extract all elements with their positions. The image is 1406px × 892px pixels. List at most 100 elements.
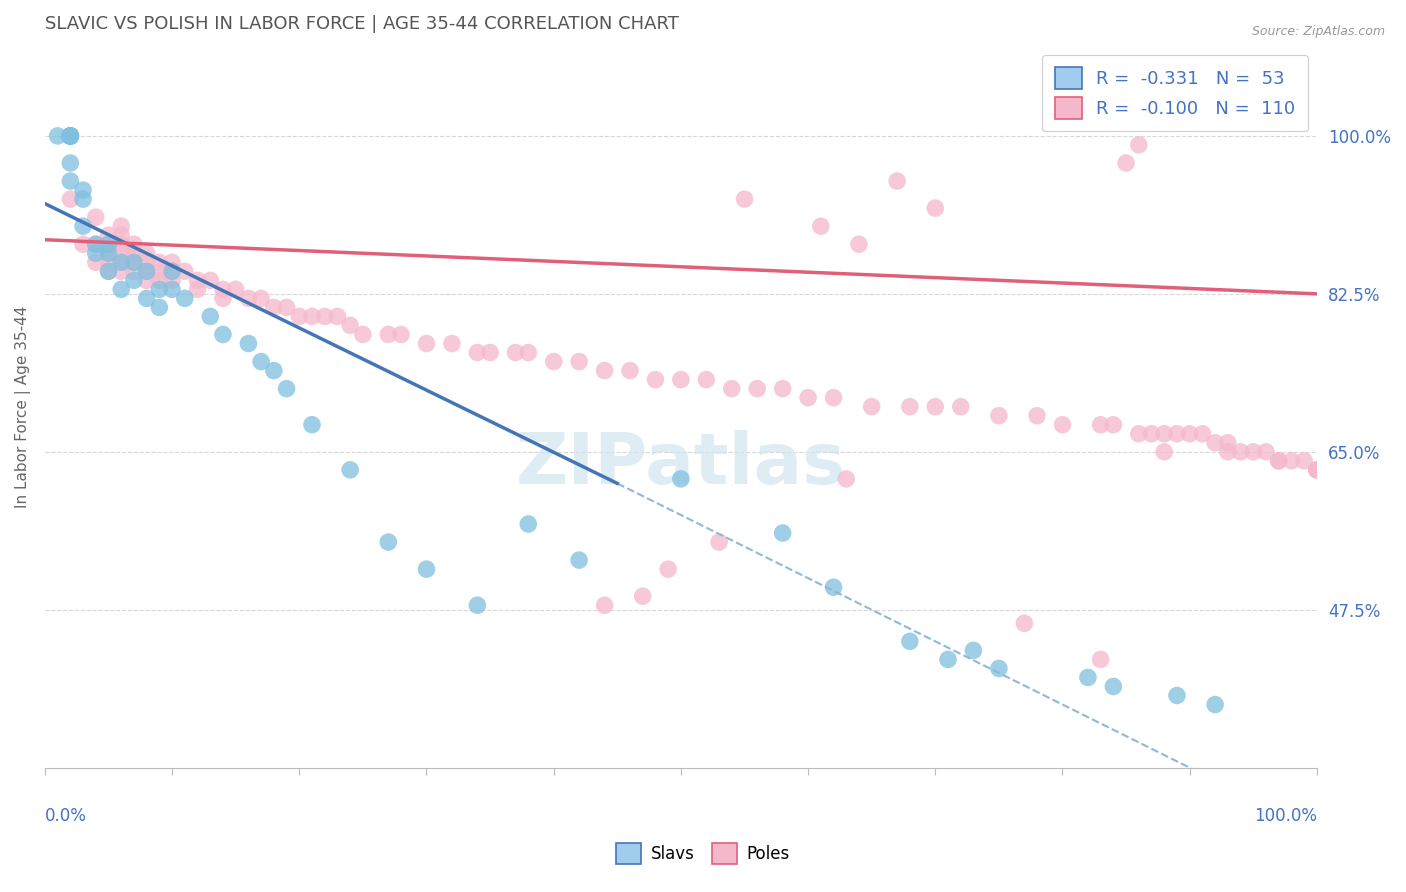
Point: [110, 255, 132, 269]
Point: [97, 237, 120, 252]
Point: [1077, 670, 1099, 684]
Point: [415, 336, 437, 351]
Point: [1090, 652, 1112, 666]
Point: [339, 318, 361, 333]
Point: [823, 580, 845, 594]
Point: [110, 264, 132, 278]
Point: [135, 255, 157, 269]
Point: [122, 237, 145, 252]
Point: [949, 400, 972, 414]
Point: [823, 391, 845, 405]
Point: [543, 354, 565, 368]
Point: [186, 273, 208, 287]
Point: [148, 273, 170, 287]
Point: [772, 526, 794, 541]
Point: [160, 273, 183, 287]
Point: [1166, 689, 1188, 703]
Point: [97, 255, 120, 269]
Point: [1052, 417, 1074, 432]
Point: [110, 255, 132, 269]
Point: [122, 255, 145, 269]
Point: [517, 516, 540, 531]
Point: [110, 219, 132, 234]
Point: [886, 174, 908, 188]
Point: [314, 310, 336, 324]
Point: [987, 661, 1010, 675]
Point: [135, 273, 157, 287]
Point: [860, 400, 883, 414]
Point: [135, 292, 157, 306]
Point: [1306, 463, 1329, 477]
Point: [173, 292, 195, 306]
Point: [440, 336, 463, 351]
Point: [160, 282, 183, 296]
Point: [734, 192, 756, 206]
Point: [987, 409, 1010, 423]
Point: [59, 192, 82, 206]
Point: [1204, 435, 1226, 450]
Point: [72, 219, 94, 234]
Point: [212, 327, 235, 342]
Point: [110, 282, 132, 296]
Point: [352, 327, 374, 342]
Point: [110, 237, 132, 252]
Point: [1267, 454, 1289, 468]
Point: [148, 282, 170, 296]
Point: [898, 400, 921, 414]
Point: [225, 282, 247, 296]
Point: [200, 273, 222, 287]
Point: [212, 292, 235, 306]
Point: [110, 246, 132, 260]
Point: [1306, 463, 1329, 477]
Point: [122, 246, 145, 260]
Point: [657, 562, 679, 576]
Point: [84, 210, 107, 224]
Point: [97, 264, 120, 278]
Point: [669, 373, 692, 387]
Point: [848, 237, 870, 252]
Point: [467, 599, 489, 613]
Point: [1090, 417, 1112, 432]
Point: [707, 535, 730, 549]
Text: Source: ZipAtlas.com: Source: ZipAtlas.com: [1251, 25, 1385, 38]
Point: [59, 174, 82, 188]
Point: [1166, 426, 1188, 441]
Point: [1115, 156, 1137, 170]
Point: [1254, 445, 1277, 459]
Point: [59, 128, 82, 143]
Point: [720, 382, 742, 396]
Point: [568, 553, 591, 567]
Point: [1153, 445, 1175, 459]
Point: [1128, 426, 1150, 441]
Point: [644, 373, 666, 387]
Point: [415, 562, 437, 576]
Point: [835, 472, 858, 486]
Point: [263, 363, 285, 377]
Point: [59, 128, 82, 143]
Point: [97, 237, 120, 252]
Point: [1140, 426, 1163, 441]
Legend: R =  -0.331   N =  53, R =  -0.100   N =  110: R = -0.331 N = 53, R = -0.100 N = 110: [1042, 54, 1308, 131]
Text: ZIPatlas: ZIPatlas: [516, 430, 846, 499]
Point: [669, 472, 692, 486]
Point: [160, 264, 183, 278]
Point: [59, 128, 82, 143]
Point: [276, 382, 298, 396]
Point: [72, 183, 94, 197]
Point: [59, 128, 82, 143]
Point: [326, 310, 349, 324]
Point: [97, 246, 120, 260]
Point: [160, 255, 183, 269]
Point: [695, 373, 717, 387]
Point: [250, 292, 273, 306]
Point: [263, 301, 285, 315]
Point: [97, 264, 120, 278]
Point: [339, 463, 361, 477]
Point: [160, 264, 183, 278]
Point: [200, 310, 222, 324]
Text: 0.0%: 0.0%: [45, 807, 87, 825]
Point: [135, 264, 157, 278]
Point: [517, 345, 540, 359]
Legend: Slavs, Poles: Slavs, Poles: [609, 837, 797, 871]
Point: [122, 273, 145, 287]
